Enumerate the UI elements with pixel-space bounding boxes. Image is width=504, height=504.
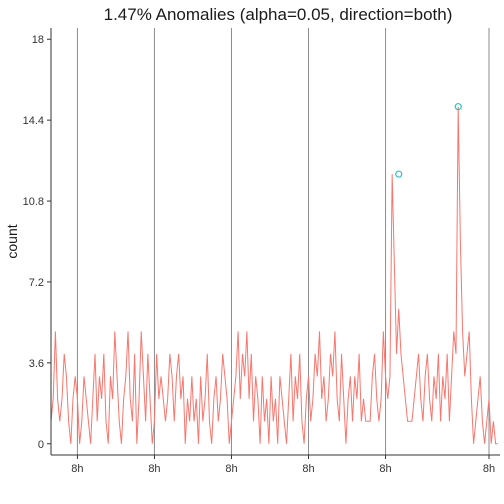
x-tick-label: 8h <box>302 463 314 475</box>
y-tick-label: 3.6 <box>29 358 44 370</box>
x-tick-label: 8h <box>225 463 237 475</box>
series-layer <box>50 106 498 445</box>
anomaly-point-2 <box>454 103 462 111</box>
y-tick-label: 18 <box>32 34 44 46</box>
anomaly-points <box>395 103 462 178</box>
y-tick-label: 7.2 <box>29 277 44 289</box>
y-tick-label: 10.8 <box>23 196 44 208</box>
y-tick-label: 14.4 <box>23 115 44 127</box>
x-tick-label: 8h <box>71 463 83 475</box>
series-line-1 <box>50 106 498 445</box>
x-tick-label: 8h <box>379 463 391 475</box>
x-axis-ticks: 8h 8h 8h 8h 8h 8h <box>71 455 495 475</box>
vertical-lines <box>76 28 490 455</box>
anomaly-point-1 <box>395 170 403 178</box>
y-axis-ticks: 0 3.6 7.2 10.8 14.4 18 <box>23 34 51 451</box>
x-tick-label: 8h <box>483 463 495 475</box>
chart-title: 1.47% Anomalies (alpha=0.05, direction=b… <box>104 5 453 24</box>
x-tick-label: 8h <box>148 463 160 475</box>
y-axis-label: count <box>4 224 20 258</box>
y-tick-label: 0 <box>38 439 44 451</box>
